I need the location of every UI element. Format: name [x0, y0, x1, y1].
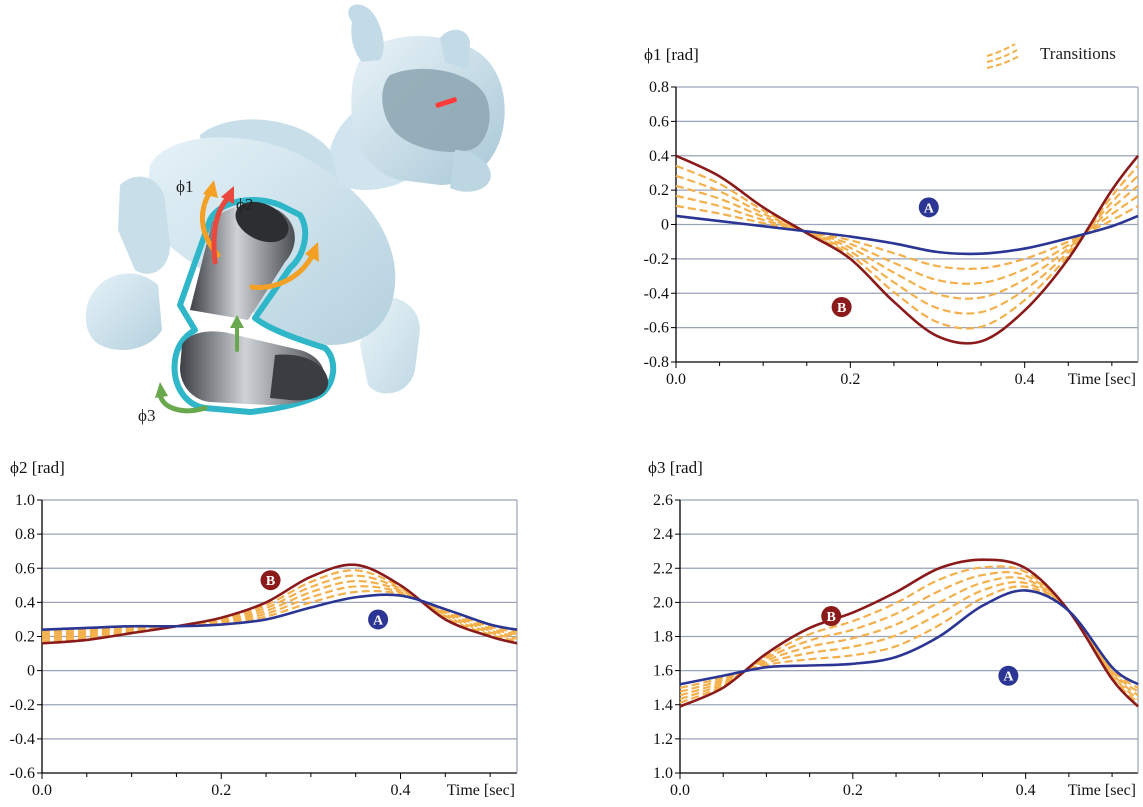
phi1-ytick-label: 0.8: [649, 79, 669, 96]
phi3-series-B: [679, 558, 1139, 708]
phi2-xtick-label: 0.0: [32, 782, 52, 799]
phi2-series-B: [41, 563, 518, 645]
phi1-xtick-label: 0.4: [1015, 371, 1035, 388]
phi2-ytick-label: 0.2: [15, 629, 35, 646]
phi1-ytick-label: -0.8: [644, 354, 669, 371]
phi3-ytick-label: 2.2: [653, 560, 673, 577]
svg-text:B: B: [827, 610, 836, 625]
phi2-ylabel: ϕ2 [rad]: [10, 458, 65, 477]
svg-text:B: B: [837, 301, 846, 316]
phi2-xtick-label: 0.4: [390, 782, 410, 799]
phi3-ytick-label: 2.4: [653, 526, 673, 543]
phi2-ytick-label: -0.2: [10, 697, 35, 714]
phi2-transition-line: [41, 585, 518, 636]
phi2-orange-arrow: [249, 253, 315, 290]
phi3-ytick-label: 1.2: [653, 731, 673, 748]
robot-dog-illustration: ϕ1 ϕ2 ϕ3: [85, 4, 505, 425]
phi2-joint-label: ϕ2: [236, 195, 253, 214]
phi1-transition-line: [675, 194, 1139, 285]
svg-text:A: A: [924, 201, 935, 216]
phi2-marker-A: A: [368, 609, 389, 630]
phi1-ytick-label: 0.2: [649, 182, 669, 199]
phi2-xlabel: Time [sec]: [447, 782, 515, 799]
phi3-joint-label: ϕ3: [138, 406, 155, 425]
phi2-xtick-label: 0.2: [211, 782, 231, 799]
phi1-xtick-label: 0.0: [666, 371, 686, 388]
robot-front-leg-back: [118, 176, 170, 274]
phi1-ytick-label: -0.4: [644, 285, 669, 302]
phi2-ytick-label: 0.4: [15, 594, 35, 611]
phi2-transition-line: [41, 579, 518, 638]
robot-visor: [382, 68, 490, 152]
svg-text:B: B: [266, 574, 275, 589]
phi1-ytick-label: 0.4: [649, 148, 669, 165]
phi3-xtick-label: 0.2: [843, 782, 863, 799]
transitions-legend-label: Transitions: [1040, 44, 1116, 63]
robot-highlight-leg-outline: [171, 197, 337, 415]
phi1-ytick-label: -0.2: [644, 251, 669, 268]
robot-ear-left: [348, 4, 384, 62]
phi1-ytick-label: -0.6: [644, 320, 669, 337]
phi3-marker-A: A: [998, 665, 1019, 686]
phi1-ylabel: ϕ1 [rad]: [644, 45, 699, 64]
phi3-ytick-label: 2.0: [653, 594, 673, 611]
phi1-series-B: [675, 154, 1140, 345]
phi2-ytick-label: -0.6: [10, 765, 35, 782]
phi1-transition-line: [675, 204, 1139, 270]
phi3-ytick-label: 1.4: [653, 697, 673, 714]
robot-front-leg-far: [85, 273, 162, 350]
phi2-ytick-label: 0.8: [15, 526, 35, 543]
phi3-transition-line: [679, 580, 1139, 693]
chart-phi2: -0.6 -0.4 -0.2 0 0.2 0.4 0.6 0.8 1.0 0.0 0.2 0.4 ϕ2 …: [10, 458, 518, 799]
phi2-ytick-label: 0: [27, 663, 35, 680]
phi3-xtick-label: 0.0: [670, 782, 690, 799]
robot-snout: [450, 150, 491, 192]
transitions-legend-swatch: [986, 43, 1020, 69]
phi3-ytick-label: 1.6: [653, 663, 673, 680]
phi3-green-arrowhead-up: [230, 315, 244, 328]
phi2-orange-arrowhead: [305, 242, 319, 262]
phi2-transition-line: [41, 574, 518, 640]
phi2-marker-B: B: [260, 570, 281, 591]
phi3-ytick-label: 1.0: [653, 765, 673, 782]
phi1-marker-A: A: [918, 197, 939, 218]
phi2-arrow: [211, 195, 231, 265]
phi3-xtick-label: 0.4: [1016, 782, 1036, 799]
phi3-marker-B: B: [821, 606, 842, 627]
phi3-ylabel: ϕ3 [rad]: [648, 458, 703, 477]
phi1-ytick-label: 0.6: [649, 113, 669, 130]
phi2-ytick-label: 1.0: [15, 492, 35, 509]
robot-eye-light: [435, 97, 457, 108]
robot-leg-joint: [235, 201, 289, 243]
phi1-marker-B: B: [831, 297, 852, 317]
phi1-ytick-label: 0: [661, 217, 669, 234]
phi2-ytick-label: -0.4: [10, 731, 35, 748]
phi3-ytick-label: 1.8: [653, 629, 673, 646]
phi1-xtick-label: 0.2: [840, 371, 860, 388]
phi2-arrowhead: [221, 186, 234, 204]
chart-phi3: 1.0 1.2 1.4 1.6 1.8 2.0 2.2 2.4 2.6 0.0 0.2 0.4 ϕ3 […: [648, 458, 1139, 799]
phi1-arrowhead: [203, 180, 218, 198]
phi3-arrowhead: [155, 382, 168, 398]
phi1-transition-line: [675, 184, 1139, 300]
phi3-series-A: [679, 589, 1139, 686]
phi1-xlabel: Time [sec]: [1068, 371, 1136, 388]
svg-text:A: A: [1003, 670, 1014, 685]
chart-phi1: -0.8 -0.6 -0.4 -0.2 0 0.2 0.4 0.6 0.8 0.0 0.2 0.4 ϕ1…: [644, 45, 1140, 388]
phi1-transition-line: [675, 174, 1139, 315]
transitions-legend: Transitions: [986, 43, 1116, 69]
phi1-joint-label: ϕ1: [176, 177, 193, 196]
phi3-xlabel: Time [sec]: [1068, 782, 1136, 799]
phi2-series-A: [41, 593, 518, 631]
phi1-series-A: [675, 214, 1139, 256]
svg-text:A: A: [373, 613, 384, 628]
robot-ear-right: [440, 29, 470, 70]
phi3-ytick-label: 2.6: [653, 492, 673, 509]
phi2-ytick-label: 0.6: [15, 560, 35, 577]
robot-paw: [270, 354, 329, 401]
